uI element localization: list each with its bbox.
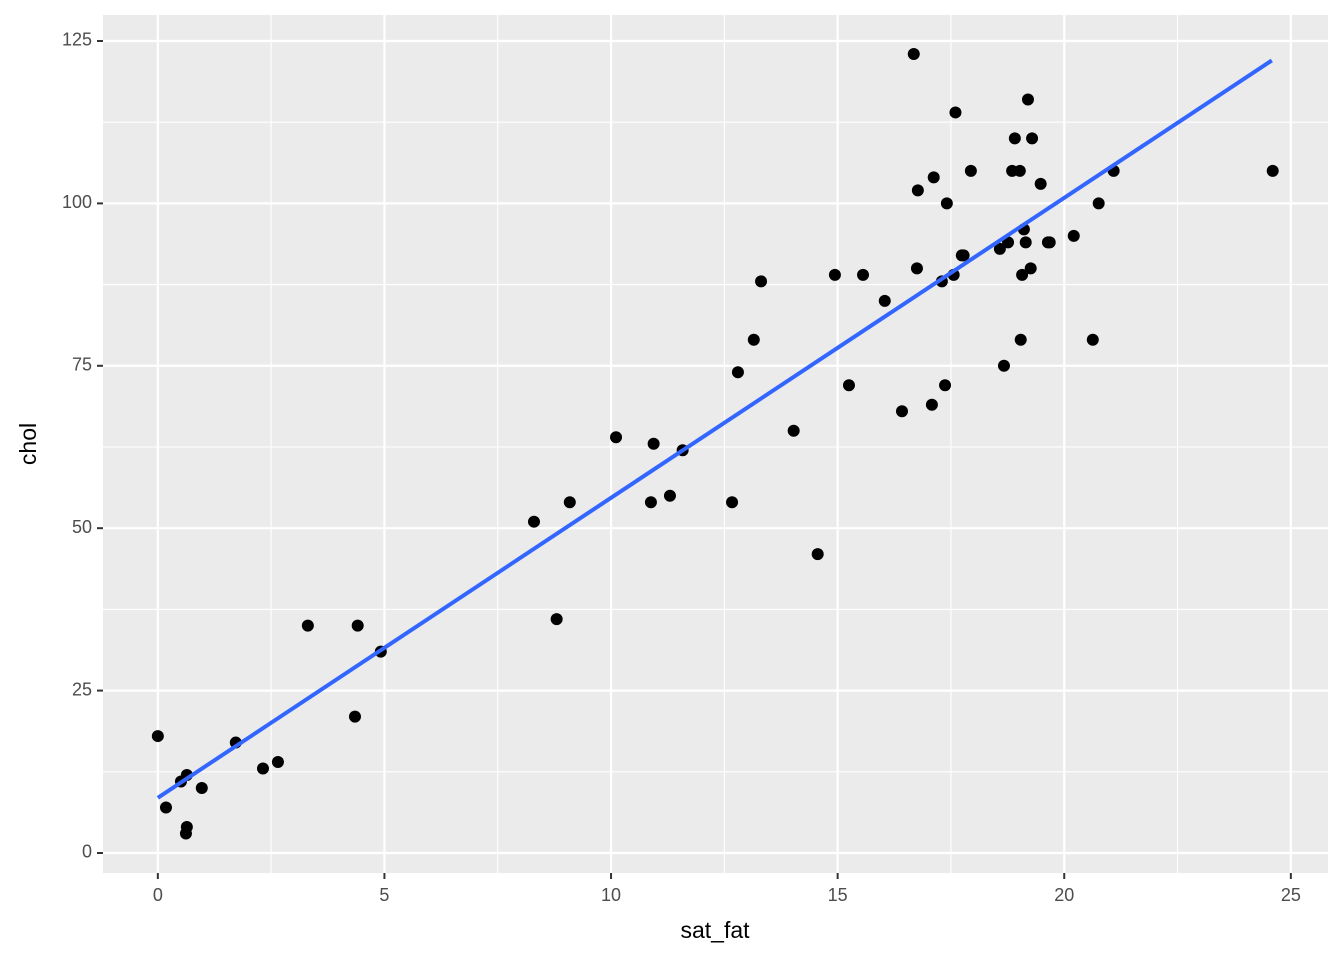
point bbox=[828, 268, 841, 281]
point bbox=[997, 359, 1010, 372]
point bbox=[787, 424, 800, 437]
point bbox=[1034, 177, 1047, 190]
point bbox=[563, 496, 576, 509]
x-tick-label: 20 bbox=[1054, 885, 1074, 905]
x-tick-label: 15 bbox=[828, 885, 848, 905]
point bbox=[949, 106, 962, 119]
x-tick-label: 0 bbox=[153, 885, 163, 905]
point bbox=[1021, 93, 1034, 106]
point bbox=[731, 366, 744, 379]
point bbox=[1019, 236, 1032, 249]
point bbox=[811, 548, 824, 561]
point bbox=[351, 619, 364, 632]
point bbox=[151, 730, 164, 743]
point bbox=[842, 379, 855, 392]
point bbox=[747, 333, 760, 346]
point bbox=[1026, 132, 1039, 145]
point bbox=[1016, 268, 1029, 281]
point bbox=[964, 164, 977, 177]
y-tick-label: 125 bbox=[62, 30, 92, 50]
point bbox=[527, 515, 540, 528]
x-axis-title: sat_fat bbox=[680, 917, 750, 943]
point bbox=[878, 294, 891, 307]
point bbox=[857, 268, 870, 281]
point bbox=[195, 782, 208, 795]
point bbox=[550, 613, 563, 626]
point bbox=[179, 827, 192, 840]
point bbox=[271, 756, 284, 769]
point bbox=[1092, 197, 1105, 210]
point bbox=[907, 47, 920, 60]
point bbox=[726, 496, 739, 509]
point bbox=[159, 801, 172, 814]
point bbox=[957, 249, 970, 262]
y-tick-label: 75 bbox=[72, 355, 92, 375]
point bbox=[1067, 229, 1080, 242]
y-tick-label: 25 bbox=[72, 679, 92, 699]
point bbox=[1014, 333, 1027, 346]
point bbox=[647, 437, 660, 450]
y-axis-title: chol bbox=[15, 423, 41, 465]
x-tick-label: 5 bbox=[379, 885, 389, 905]
point bbox=[1086, 333, 1099, 346]
y-tick-label: 50 bbox=[72, 517, 92, 537]
point bbox=[256, 762, 269, 775]
point bbox=[1266, 164, 1279, 177]
x-tick-label: 10 bbox=[601, 885, 621, 905]
point bbox=[993, 242, 1006, 255]
point bbox=[1024, 262, 1037, 275]
point bbox=[663, 489, 676, 502]
point bbox=[1013, 164, 1026, 177]
point bbox=[644, 496, 657, 509]
point bbox=[610, 431, 623, 444]
point bbox=[911, 184, 924, 197]
point bbox=[895, 405, 908, 418]
point bbox=[1043, 236, 1056, 249]
point bbox=[348, 710, 361, 723]
y-tick-label: 0 bbox=[82, 842, 92, 862]
point bbox=[927, 171, 940, 184]
x-tick-label: 25 bbox=[1281, 885, 1301, 905]
point bbox=[301, 619, 314, 632]
point bbox=[755, 275, 768, 288]
point bbox=[1008, 132, 1021, 145]
point bbox=[939, 379, 952, 392]
fit-line bbox=[156, 58, 1273, 800]
point bbox=[940, 197, 953, 210]
point bbox=[910, 262, 923, 275]
point bbox=[925, 398, 938, 411]
y-tick-label: 100 bbox=[62, 192, 92, 212]
